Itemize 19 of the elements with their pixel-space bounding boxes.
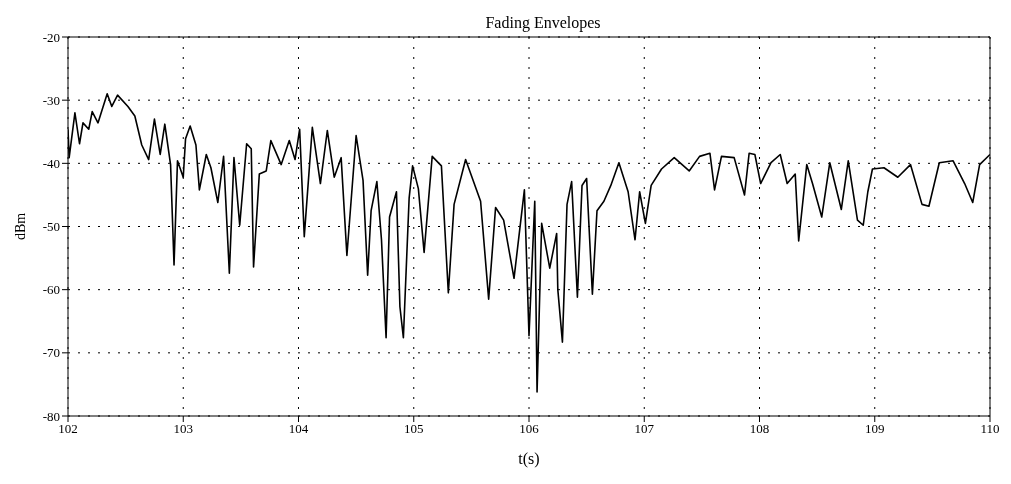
x-tick-label: 105 [404,421,424,437]
y-tick-label: -30 [42,92,60,108]
x-axis-title: t(s) [518,450,540,468]
x-tick-label: 103 [173,421,193,437]
chart-title: Fading Envelopes [485,14,601,32]
y-tick-label: -20 [42,29,60,45]
x-tick-label: 102 [58,421,78,437]
x-tick-label: 110 [980,421,1000,437]
y-tick-label: -60 [42,282,60,298]
x-tick-label: 109 [865,421,885,437]
x-tick-label: 104 [288,421,309,437]
x-tick-label: 108 [749,421,770,437]
x-tick-label: 106 [519,421,540,437]
x-tick-label: 107 [634,421,655,437]
y-tick-label: -70 [42,345,60,361]
y-axis-title: dBm [12,212,28,241]
y-tick-label: -50 [42,219,60,235]
y-tick-label: -80 [42,408,60,424]
y-tick-label: -40 [42,155,60,171]
